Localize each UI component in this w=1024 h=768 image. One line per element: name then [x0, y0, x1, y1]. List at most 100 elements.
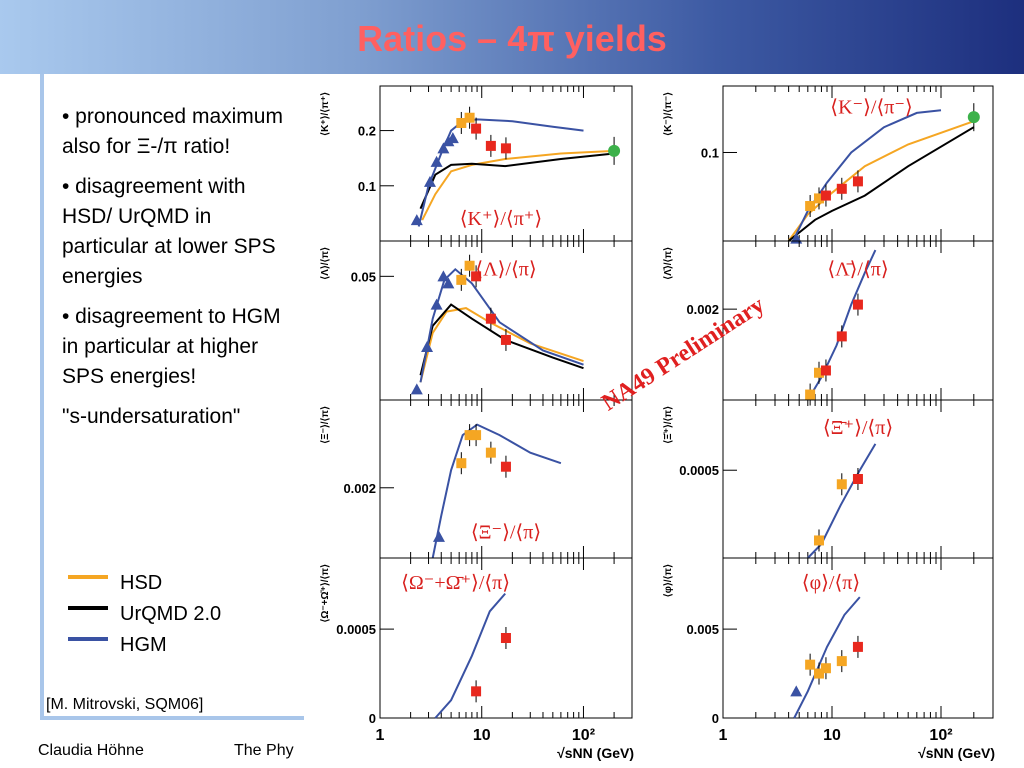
panel-0-data-point — [464, 112, 475, 123]
panel-0-y-tick-label: 0.2 — [358, 124, 376, 139]
panel-1-data-point — [836, 183, 847, 194]
panel-0-data-point — [608, 144, 621, 157]
panel-6-y-tick-label: 0.0005 — [336, 622, 376, 637]
footer-conference: The Phy — [234, 742, 294, 759]
panel-3-data-point — [852, 299, 863, 310]
panel-2-y-axis-label: ⟨Λ⟩/⟨π⟩ — [320, 247, 331, 280]
panel-0-curve-hsd — [421, 149, 615, 221]
panel-2-panel-label: ⟨Λ⟩/⟨π⟩ — [475, 258, 536, 280]
panel-2-curve-hsd — [419, 307, 584, 383]
panel-7-data-point — [852, 641, 863, 652]
panel-7-data-point — [820, 663, 831, 674]
panel-5-y-axis-label: ⟨Ξ̄⁺⟩/⟨π⟩ — [663, 406, 674, 444]
legend-line-hsd — [68, 574, 108, 579]
panel-1-data-point — [967, 111, 980, 124]
panel-1-panel-label: ⟨K⁻⟩/⟨π⁻⟩ — [830, 97, 912, 119]
panel-6-panel-label: ⟨Ω⁻+Ω̄⁺⟩/⟨π⟩ — [401, 572, 510, 594]
panel-6-y-tick-label: 0 — [369, 711, 376, 726]
panel-2-data-point — [485, 313, 496, 324]
panel-7-x-axis-label: √sNN (GeV) — [918, 745, 995, 761]
panel-2-data-point — [437, 270, 450, 282]
panel-0-data-point — [471, 123, 482, 134]
panel-7-data-point — [805, 659, 816, 670]
legend-label-hgm: HGM — [120, 634, 167, 656]
panel-5-data-point — [836, 479, 847, 490]
panel-7-x-tick-label: 10 — [823, 727, 841, 744]
panel-1-curve-hsd — [787, 120, 975, 242]
legend-label-urqmd: UrQMD 2.0 — [120, 603, 222, 625]
bullet-1: • pronounced maximum also for Ξ-/π ratio… — [62, 105, 283, 158]
panel-3-data-point — [814, 367, 825, 378]
panel-7-data-point — [836, 656, 847, 667]
panel-7-y-tick-label: 0 — [712, 711, 719, 726]
panel-1-data-point — [820, 190, 831, 201]
panel-2-data-point — [500, 334, 511, 345]
panel-2-data-point — [456, 274, 467, 285]
panel-5-y-tick-label: 0.0005 — [679, 463, 719, 478]
panel-3-data-point — [836, 331, 847, 342]
panel-7-data-point — [814, 668, 825, 679]
panel-0-data-point — [430, 155, 443, 167]
panel-0-data-point — [446, 132, 459, 144]
bullet-4: "s-undersaturation" — [62, 405, 241, 428]
panel-6-data-point — [500, 633, 511, 643]
panel-3-y-axis-label: ⟨Λ̄⟩/⟨π⟩ — [663, 247, 674, 280]
legend-label-hsd: HSD — [120, 572, 163, 594]
panel-3-panel-label: ⟨Λ̄⟩/⟨π⟩ — [827, 258, 888, 280]
ratio-charts: 0.1 0.2 ⟨K⁺⟩/⟨π⁺⟩ ⟨K⁺⟩/⟨π⁺⟩ 0.1 ⟨K⁻⟩/⟨π⁻⟩ ⟨K⁻⟩… — [320, 85, 995, 761]
panel-4-data-point — [500, 461, 511, 472]
panel-7-curve-hgm — [793, 596, 861, 719]
panel-1-y-tick-label: 0.1 — [701, 145, 719, 160]
legend-item-hsd: HSD — [68, 568, 221, 599]
panel-0-panel-label: ⟨K⁺⟩/⟨π⁺⟩ — [460, 208, 542, 230]
panel-7-y-axis-label: ⟨φ⟩/⟨π⟩ — [663, 564, 674, 597]
panel-2-curve-urqmd-2-0 — [419, 303, 584, 376]
legend-line-urqmd — [68, 605, 108, 610]
bullet-list: • pronounced maximum also for Ξ-/π ratio… — [62, 102, 297, 442]
panel-5-data-point — [852, 474, 863, 484]
legend-item-urqmd: UrQMD 2.0 — [68, 599, 221, 630]
na49-preliminary-watermark: NA49 Preliminary — [597, 292, 769, 416]
bullet-3: • disagreement to HGM in particular at h… — [62, 305, 281, 388]
reference-citation: [M. Mitrovski, SQM06] — [46, 696, 204, 713]
legend-line-hgm — [68, 636, 108, 641]
panel-4-panel-label: ⟨Ξ⁻⟩/⟨π⟩ — [471, 521, 541, 543]
left-accent-bar — [40, 74, 44, 720]
panel-7-x-tick-label: 10² — [929, 727, 952, 744]
panel-4-y-tick-label: 0.002 — [343, 481, 376, 496]
panel-7-data-point — [790, 685, 803, 697]
panel-0-curve-urqmd-2-0 — [419, 152, 615, 210]
model-legend: HSD UrQMD 2.0 HGM — [68, 568, 221, 661]
panel-0-data-point — [437, 142, 450, 154]
panel-5-data-point — [814, 535, 825, 546]
panel-6-x-tick-label: 10² — [572, 727, 595, 744]
panel-2-data-point — [430, 298, 443, 310]
panel-0-data-point — [423, 175, 436, 187]
panel-1-curve-urqmd-2-0 — [787, 126, 975, 242]
panel-6-x-tick-label: 1 — [376, 727, 385, 744]
panel-6-curve-hgm — [434, 592, 506, 719]
panel-4-data-point — [432, 530, 445, 542]
panel-6-frame — [379, 557, 633, 719]
panel-3-data-point — [820, 365, 831, 376]
panel-6-y-axis-label: ⟨Ω⁻+Ω̄⁺⟩/⟨π⟩ — [320, 564, 331, 623]
panel-4-data-point — [471, 430, 482, 441]
panel-7-panel-label: ⟨φ⟩/⟨π⟩ — [802, 572, 860, 594]
panel-6-data-point — [471, 686, 482, 697]
panel-2-data-point — [410, 383, 423, 395]
panel-2-y-tick-label: 0.05 — [351, 269, 376, 284]
panel-5-panel-label: ⟨Ξ̄⁺⟩/⟨π⟩ — [823, 417, 893, 439]
panel-6-x-axis-label: √sNN (GeV) — [557, 745, 634, 761]
panel-0-data-point — [485, 140, 496, 151]
panel-3-y-tick-label: 0.002 — [686, 302, 719, 317]
panel-3-data-point — [805, 389, 816, 400]
slide-title: Ratios – 4π yields — [357, 18, 667, 59]
panel-4-data-point — [485, 447, 496, 458]
bullet-2: • disagreement with HSD/ UrQMD in partic… — [62, 175, 276, 288]
panel-1-y-axis-label: ⟨K⁻⟩/⟨π⁻⟩ — [663, 92, 674, 136]
footer-author: Claudia Höhne — [38, 742, 144, 759]
title-bar — [0, 0, 1024, 74]
panel-5-curve-hgm — [807, 443, 877, 559]
panel-0-data-point — [500, 143, 511, 154]
panel-4-data-point — [464, 430, 475, 441]
